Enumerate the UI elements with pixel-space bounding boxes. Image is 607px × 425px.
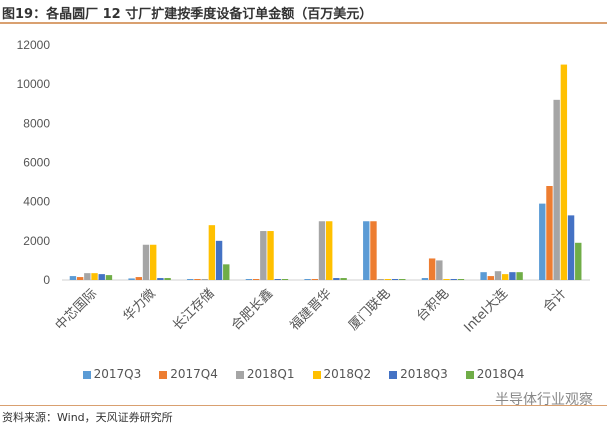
bar-2018Q1-合计 xyxy=(553,99,560,280)
legend-item: 2017Q4 xyxy=(159,367,218,381)
x-tick-label: 台积电 xyxy=(414,286,452,324)
y-tick-label: 6000 xyxy=(23,156,50,170)
bar-2017Q3-福建晋华 xyxy=(304,279,311,280)
bar-chart: 0 2000 4000 6000 8000 10000 12000 中芯国际 华力微 长江存储 合肥… xyxy=(17,38,590,336)
bar-2017Q3-合肥长鑫 xyxy=(245,279,253,280)
bar-2018Q2-合肥长鑫 xyxy=(267,231,274,280)
legend-label: 2018Q3 xyxy=(400,367,448,381)
bar-2018Q3-长江存储 xyxy=(215,240,223,280)
bar-2017Q4-Intel大连 xyxy=(487,276,494,280)
bar-2018Q2-福建晋华 xyxy=(326,221,333,280)
x-tick-label: 中芯国际 xyxy=(53,286,100,333)
bar-2018Q1-台积电 xyxy=(436,260,443,280)
legend-swatch xyxy=(312,370,321,379)
bar-2018Q4-Intel大连 xyxy=(516,272,523,280)
x-tick-label: 长江存储 xyxy=(170,286,217,333)
bar-2018Q1-合肥长鑫 xyxy=(260,231,267,280)
legend-item: 2018Q1 xyxy=(235,367,295,381)
legend-label: 2018Q2 xyxy=(323,367,372,381)
x-tick-label: 华力微 xyxy=(121,286,159,324)
bar-2017Q3-长江存储 xyxy=(187,279,194,280)
bar-2018Q3-中芯国际 xyxy=(98,274,105,280)
bar-2018Q2-Intel大连 xyxy=(502,274,509,280)
source-divider xyxy=(0,405,607,406)
x-tick-label: 厦门联电 xyxy=(346,286,393,333)
y-tick-label: 12000 xyxy=(17,38,51,52)
bar-2018Q4-长江存储 xyxy=(223,264,230,280)
bar-2017Q4-合肥长鑫 xyxy=(252,279,260,280)
bar-2018Q3-台积电 xyxy=(450,279,457,280)
bar-2017Q3-厦门联电 xyxy=(363,221,370,280)
legend-swatch xyxy=(389,370,398,379)
legend-label: 2017Q3 xyxy=(93,367,142,381)
legend-item: 2018Q3 xyxy=(389,367,448,381)
bar-2017Q3-合计 xyxy=(539,203,546,280)
x-tick-label: Intel大连 xyxy=(461,286,511,336)
title-divider xyxy=(0,22,607,24)
legend-swatch xyxy=(235,370,244,379)
bar-2018Q2-台积电 xyxy=(443,279,450,280)
bar-2018Q4-中芯国际 xyxy=(105,275,113,280)
bar-2018Q1-长江存储 xyxy=(201,279,208,280)
y-tick-label: 10000 xyxy=(17,77,51,91)
x-tick-label: 福建晋华 xyxy=(287,286,334,333)
bar-2017Q4-华力微 xyxy=(135,277,142,280)
bar-2017Q4-厦门联电 xyxy=(370,221,377,280)
bar-2017Q4-合计 xyxy=(546,186,553,280)
legend-label: 2017Q4 xyxy=(170,367,218,381)
bar-2017Q3-Intel大连 xyxy=(480,272,487,280)
bar-2018Q2-长江存储 xyxy=(208,225,216,280)
y-tick-label: 8000 xyxy=(23,116,50,130)
legend-swatch xyxy=(159,370,168,379)
legend-swatch xyxy=(465,370,474,379)
bar-2018Q4-合肥长鑫 xyxy=(281,279,289,280)
bar-2017Q3-中芯国际 xyxy=(69,276,77,280)
bar-2018Q3-厦门联电 xyxy=(391,279,399,280)
bar-2018Q4-福建晋华 xyxy=(340,278,347,280)
bar-2017Q4-台积电 xyxy=(428,258,436,280)
bar-2018Q1-华力微 xyxy=(142,244,150,280)
bar-2018Q1-Intel大连 xyxy=(494,271,502,280)
bar-2018Q4-合计 xyxy=(575,242,582,280)
y-tick-label: 0 xyxy=(43,273,50,287)
source-note: 资料来源：Wind，天风证券研究所 xyxy=(2,411,173,424)
legend-item: 2018Q2 xyxy=(312,367,372,381)
bar-2018Q3-福建晋华 xyxy=(333,278,340,280)
legend-label: 2018Q4 xyxy=(476,367,525,381)
figure-title: 图19：各晶圆厂 12 寸厂扩建按季度设备订单金额（百万美元） xyxy=(2,7,373,22)
bar-2018Q2-合计 xyxy=(560,64,568,280)
legend: 2017Q3 2017Q4 2018Q1 2018Q2 2018Q3 2018Q4 xyxy=(0,367,607,381)
bar-2017Q4-福建晋华 xyxy=(311,279,318,280)
bar-2018Q1-福建晋华 xyxy=(318,221,326,280)
x-tick-label: 合肥长鑫 xyxy=(228,286,276,334)
bar-2018Q2-中芯国际 xyxy=(91,273,98,280)
bar-2018Q1-厦门联电 xyxy=(377,279,384,280)
bar-2018Q3-Intel大连 xyxy=(509,272,516,280)
legend-item: 2018Q4 xyxy=(465,367,525,381)
bar-2018Q2-华力微 xyxy=(150,244,157,280)
bar-2018Q4-厦门联电 xyxy=(399,279,406,280)
bar-2018Q2-厦门联电 xyxy=(384,279,392,280)
bar-2018Q3-合肥长鑫 xyxy=(274,279,281,280)
watermark: 半导体行业观察 xyxy=(495,392,593,408)
y-tick-label: 4000 xyxy=(23,195,50,209)
legend-item: 2017Q3 xyxy=(82,367,142,381)
bar-2018Q3-华力微 xyxy=(157,278,164,280)
bar-2017Q3-台积电 xyxy=(421,278,429,280)
bar-2017Q4-长江存储 xyxy=(194,279,201,280)
legend-label: 2018Q1 xyxy=(246,367,295,381)
bar-2018Q1-中芯国际 xyxy=(84,273,91,280)
legend-swatch xyxy=(82,370,91,379)
bar-2018Q4-华力微 xyxy=(164,278,171,280)
bar-2018Q4-台积电 xyxy=(457,279,465,280)
bar-2017Q4-中芯国际 xyxy=(76,277,84,280)
bar-2018Q3-合计 xyxy=(567,215,575,280)
x-tick-label: 合计 xyxy=(540,286,569,315)
y-tick-label: 2000 xyxy=(23,234,50,248)
bar-2017Q3-华力微 xyxy=(128,278,135,280)
